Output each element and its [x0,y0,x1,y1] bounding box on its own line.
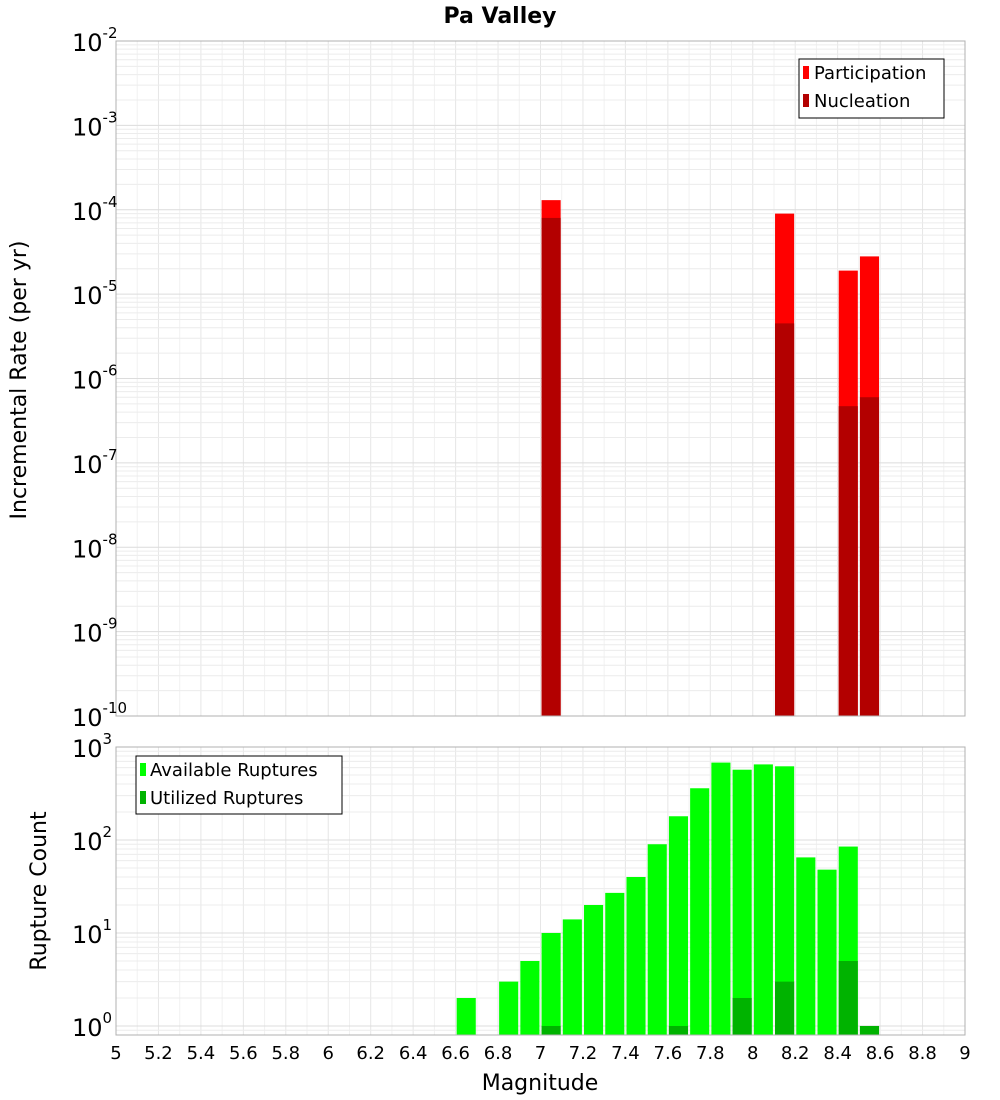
bottom-bar-available-ruptures [562,919,582,1035]
x-tick-label: 6 [323,1043,334,1064]
x-tick-label: 9 [959,1043,970,1064]
x-tick-label: 5.6 [229,1043,258,1064]
bottom-bar-utilized-ruptures [732,997,752,1035]
legend-label-available: Available Ruptures [150,760,318,781]
x-tick-label: 7.4 [611,1043,640,1064]
top-legend-box [798,58,945,119]
x-tick-label: 8.8 [908,1043,937,1064]
top-y-tick-label: 10-3 [72,108,118,141]
bottom-bar-available-ruptures [647,844,667,1035]
bottom-panel: 100 101 102 103 5 5.2 5.4 5.6 5.8 6 6.2 6.4 6.6 6.8 7… [27,730,971,1096]
legend-swatch-participation [803,66,809,79]
bottom-y-tick-labels: 100 101 102 103 [72,730,112,1042]
bottom-bar-available-ruptures [584,904,604,1035]
x-tick-label: 7 [535,1043,546,1064]
top-bar-nucleation [838,406,858,716]
bottom-bar-utilized-ruptures [775,981,795,1035]
x-axis-label: Magnitude [482,1071,599,1096]
bottom-bar-available-ruptures [775,766,795,1035]
top-y-tick-label: 10-5 [72,277,118,310]
chart-title: Pa Valley [443,4,556,29]
top-plot-border [115,40,966,717]
top-bars [541,200,880,717]
bottom-y-tick-label: 103 [72,730,112,763]
x-tick-label: 7.8 [696,1043,725,1064]
top-bar-nucleation [541,217,561,716]
bottom-bar-available-ruptures [456,997,476,1035]
x-tick-label: 5.2 [144,1043,173,1064]
bottom-y-tick-label: 101 [72,916,112,949]
top-bar-nucleation [775,323,795,716]
bottom-bar-available-ruptures [626,877,646,1035]
x-tick-labels: 5 5.2 5.4 5.6 5.8 6 6.2 6.4 6.6 6.8 7 7.2 7.4 7.6 7.8 8… [110,1043,970,1064]
x-tick-label: 7.6 [654,1043,683,1064]
bottom-y-axis-label: Rupture Count [27,811,52,971]
top-y-tick-label: 10-4 [72,193,118,226]
legend-label-nucleation: Nucleation [814,91,910,112]
bottom-bar-utilized-ruptures [668,1025,689,1035]
bottom-bar-available-ruptures [817,869,837,1035]
top-y-axis-label: Incremental Rate (per yr) [7,241,32,520]
bottom-bar-available-ruptures [499,981,519,1035]
top-bar-nucleation [859,397,880,716]
x-tick-label: 8.2 [781,1043,810,1064]
top-y-tick-label: 10-9 [72,615,118,648]
x-tick-label: 6.8 [484,1043,513,1064]
x-tick-label: 5 [110,1043,121,1064]
bottom-bar-utilized-ruptures [838,960,858,1035]
top-y-tick-label: 10-2 [72,24,118,57]
bottom-bar-available-ruptures [796,857,816,1035]
top-panel: 10-10 10-9 10-8 10-7 10-6 10-5 10-4 10-3 10-2 In… [7,24,966,732]
top-y-tick-label: 10-6 [72,362,118,395]
bottom-y-tick-label: 102 [72,823,112,856]
bottom-bar-available-ruptures [520,960,540,1035]
x-tick-label: 6.2 [356,1043,385,1064]
x-tick-label: 8.6 [866,1043,895,1064]
x-tick-label: 5.4 [187,1043,216,1064]
x-tick-label: 5.8 [271,1043,300,1064]
x-tick-label: 6.4 [399,1043,428,1064]
legend-swatch-utilized [140,791,146,804]
bottom-legend-box [135,755,343,815]
legend-label-utilized: Utilized Ruptures [150,788,303,809]
bottom-bar-utilized-ruptures [541,1025,561,1035]
bottom-bars [456,762,880,1035]
top-y-tick-label: 10-7 [72,446,118,479]
bottom-legend: Available Ruptures Utilized Ruptures [135,755,343,815]
top-gridlines [115,41,966,717]
legend-swatch-available [140,763,146,776]
bottom-bar-available-ruptures [668,816,689,1035]
x-tick-label: 7.2 [569,1043,598,1064]
bottom-bar-available-ruptures [541,932,561,1035]
bottom-y-tick-label: 100 [72,1009,112,1042]
bottom-bar-available-ruptures [711,762,731,1035]
top-y-tick-label: 10-10 [72,699,127,732]
bottom-bar-available-ruptures [753,764,773,1035]
top-legend: Participation Nucleation [798,58,945,119]
bottom-bar-utilized-ruptures [859,1025,880,1035]
x-tick-label: 8 [747,1043,758,1064]
top-y-tick-label: 10-8 [72,530,118,563]
x-tick-label: 8.4 [823,1043,852,1064]
top-y-tick-labels: 10-10 10-9 10-8 10-7 10-6 10-5 10-4 10-3 10-2 [72,24,127,732]
bottom-bar-available-ruptures [605,892,625,1035]
legend-label-participation: Participation [814,63,926,84]
bottom-plot-border [115,746,966,1036]
legend-swatch-nucleation [803,94,809,107]
x-tick-label: 6.6 [441,1043,470,1064]
bottom-bar-available-ruptures [690,788,710,1035]
bottom-bar-available-ruptures [732,769,752,1035]
